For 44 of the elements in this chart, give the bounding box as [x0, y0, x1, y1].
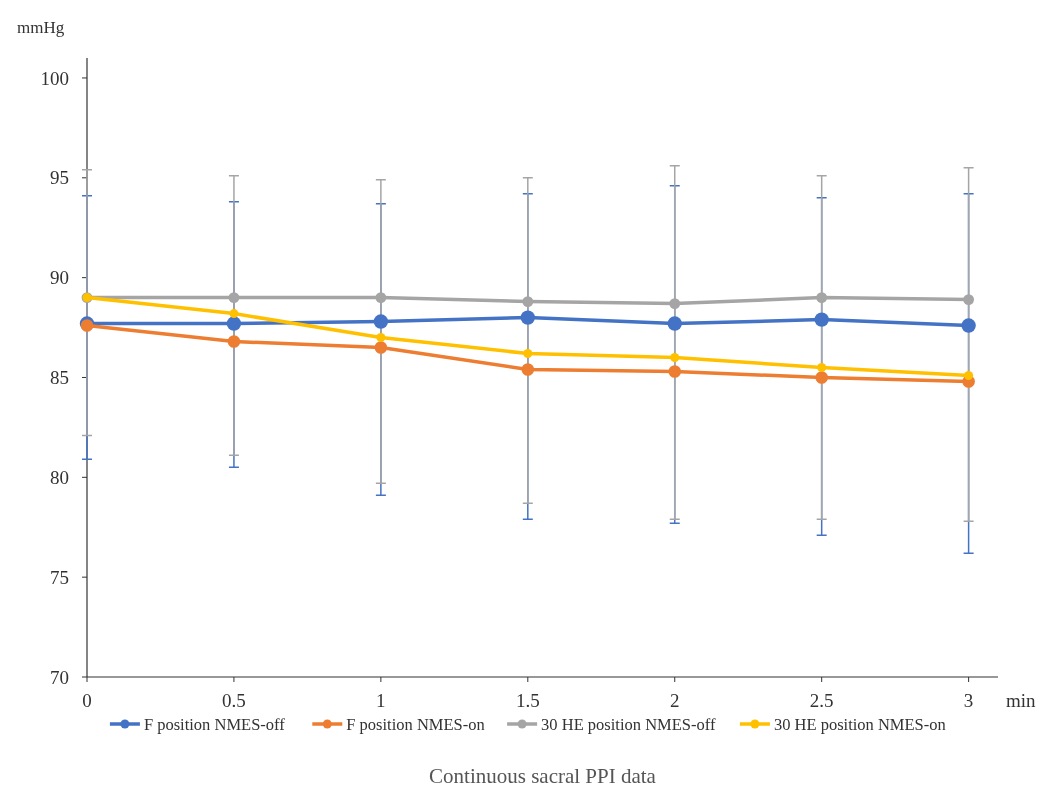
point: [963, 294, 975, 306]
point: [668, 365, 682, 378]
text: Continuous sacral PPI data: [429, 764, 657, 788]
point: [373, 314, 389, 329]
point: [961, 318, 976, 333]
y-tick-label: 100: [40, 67, 69, 89]
x-tick-label: 3: [963, 690, 974, 711]
point: [523, 349, 533, 359]
point: [669, 298, 681, 309]
legend-label: F position NMES-off: [143, 714, 286, 734]
y-axis-title: mmHg: [17, 18, 65, 37]
x-tick-label: 1: [376, 690, 386, 711]
x-tick-label: 0: [82, 690, 92, 711]
point: [814, 312, 829, 327]
y-tick-label: 70: [50, 666, 69, 688]
point: [374, 341, 388, 354]
point: [521, 363, 535, 376]
point: [815, 371, 828, 384]
point: [229, 309, 239, 319]
point: [520, 310, 536, 325]
legend-label: 30 HE position NMES-off: [541, 714, 716, 734]
x-axis-title: min: [1006, 690, 1037, 711]
point: [228, 292, 240, 304]
point: [816, 292, 828, 304]
x-tick-label: 2: [669, 690, 680, 711]
y-tick-label: 75: [50, 566, 69, 588]
x-tick-label: 0.5: [222, 690, 246, 711]
point: [964, 370, 974, 380]
point: [817, 363, 827, 372]
point: [375, 292, 387, 304]
x-tick-label: 2.5: [809, 690, 834, 711]
point: [522, 296, 534, 308]
legend-label: F position NMES-on: [346, 714, 485, 734]
y-tick-label: 80: [50, 466, 69, 488]
point: [376, 333, 386, 343]
point: [226, 316, 242, 331]
point: [670, 353, 680, 363]
point: [227, 335, 241, 348]
point: [667, 316, 682, 331]
x-tick-label: 1.5: [515, 690, 540, 711]
y-tick-label: 90: [50, 267, 69, 289]
legend-label: 30 HE position NMES-on: [773, 714, 946, 734]
y-tick-label: 85: [50, 367, 69, 389]
y-tick-label: 95: [50, 167, 69, 189]
